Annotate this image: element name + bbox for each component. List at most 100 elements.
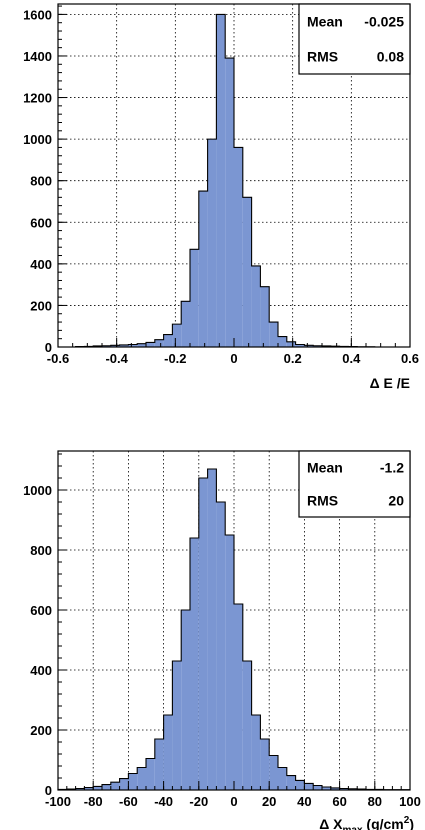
y-tick-label: 1000 <box>23 483 52 498</box>
x-tick-label: 80 <box>368 794 382 809</box>
histogram-bar <box>286 775 296 790</box>
stats-mean-label: Mean <box>307 14 343 30</box>
histogram-bar <box>172 324 182 347</box>
histogram-bar <box>110 782 120 790</box>
histogram-bar <box>198 478 208 790</box>
x-axis-label: Δ E /E <box>370 375 410 391</box>
histogram-bar <box>216 502 226 790</box>
histogram-bar <box>93 786 102 790</box>
x-tick-label: 0.4 <box>342 351 361 366</box>
y-tick-label: 400 <box>30 663 52 678</box>
stats-mean-label: Mean <box>307 460 343 476</box>
histogram-bar <box>75 788 85 790</box>
histogram-bar <box>146 342 155 347</box>
histogram-bar <box>260 739 270 790</box>
histogram-bar <box>242 197 252 347</box>
histogram-bar <box>181 301 190 347</box>
y-tick-label: 800 <box>30 174 52 189</box>
histogram-bar <box>119 778 129 790</box>
histogram-bar <box>102 784 111 790</box>
histogram-bar <box>278 336 287 347</box>
x-tick-label: -20 <box>189 794 208 809</box>
y-tick-label: 400 <box>30 257 52 272</box>
histogram-bar <box>295 780 305 790</box>
histogram-bar <box>172 661 182 790</box>
x-tick-label: 100 <box>399 794 421 809</box>
x-tick-label: -80 <box>84 794 103 809</box>
x-tick-label: 40 <box>297 794 311 809</box>
x-axis-label: Δ Xmax (g/cm2) <box>319 815 414 830</box>
histogram-bar <box>339 788 349 790</box>
y-tick-label: 1600 <box>23 7 52 22</box>
x-tick-label: -0.6 <box>47 351 69 366</box>
x-tick-label: 0 <box>230 351 237 366</box>
histogram-bar <box>84 787 94 790</box>
y-tick-label: 200 <box>30 723 52 738</box>
histogram-bar <box>154 339 164 347</box>
histogram-bar <box>313 345 322 347</box>
histogram-bar <box>313 785 322 790</box>
histogram-bar <box>207 139 217 347</box>
histogram-bar <box>110 345 120 347</box>
x-tick-label: -0.4 <box>105 351 128 366</box>
histogram-bar <box>163 715 173 790</box>
histogram-bar <box>146 758 155 790</box>
x-tick-label: -40 <box>154 794 173 809</box>
histogram-bar <box>225 535 234 790</box>
x-tick-label: 0.6 <box>401 351 419 366</box>
histogram-bar <box>278 767 287 790</box>
y-tick-label: 1000 <box>23 132 52 147</box>
histogram-bar <box>225 58 234 347</box>
y-tick-label: 1200 <box>23 91 52 106</box>
stats-box <box>298 450 411 518</box>
histogram-bar <box>295 344 305 347</box>
histogram-bar <box>260 286 270 347</box>
y-tick-label: 200 <box>30 298 52 313</box>
histogram-bar <box>128 344 138 347</box>
y-tick-label: 0 <box>45 340 52 355</box>
stats-mean-value: -0.025 <box>364 14 404 30</box>
histogram-bar <box>154 739 164 790</box>
histogram-bar <box>234 604 243 790</box>
y-tick-label: 1400 <box>23 49 52 64</box>
histogram-bar <box>304 783 314 790</box>
stats-rms-value: 0.08 <box>377 49 404 65</box>
histogram-panel-2: -100 -80 -60 -40 -20 0 20 40 60 80 100020040060080… <box>23 450 421 830</box>
x-tick-label: 60 <box>332 794 346 809</box>
x-tick-label: 20 <box>262 794 276 809</box>
x-tick-label: -100 <box>45 794 71 809</box>
histogram-bar <box>137 343 146 347</box>
y-tick-label: 0 <box>45 783 52 798</box>
histogram-bar <box>322 787 331 790</box>
x-tick-label: 0 <box>230 794 237 809</box>
stats-mean-value: -1.2 <box>380 460 404 476</box>
y-tick-label: 600 <box>30 215 52 230</box>
histogram-bar <box>251 265 261 347</box>
histogram-bar <box>251 715 261 790</box>
histogram-bar <box>190 538 199 790</box>
histogram-bar <box>269 755 278 790</box>
stats-rms-label: RMS <box>307 493 338 509</box>
stats-rms-label: RMS <box>307 49 338 65</box>
histogram-bar <box>137 767 146 790</box>
stats-rms-value: 20 <box>388 493 404 509</box>
x-tick-label: -60 <box>119 794 138 809</box>
histogram-bar <box>234 147 243 347</box>
histogram-bar <box>286 341 296 347</box>
histogram-bar <box>216 14 226 347</box>
histogram-bar <box>207 469 217 790</box>
histogram-bar <box>128 773 138 790</box>
histogram-bar <box>242 661 252 790</box>
x-tick-label: 0.2 <box>284 351 302 366</box>
histogram-bar <box>163 334 173 347</box>
histogram-bar <box>190 249 199 347</box>
histogram-bar <box>102 345 111 347</box>
y-tick-label: 600 <box>30 603 52 618</box>
histogram-bar <box>181 610 190 790</box>
histogram-panel-1: -0.6 -0.4 -0.2 0 0.2 0.4 0.6 0 200 400 600 800 1000 1… <box>23 3 419 391</box>
stats-box <box>298 3 411 75</box>
histogram-bar <box>119 344 129 347</box>
y-tick-label: 800 <box>30 543 52 558</box>
histogram-bar <box>304 345 314 347</box>
